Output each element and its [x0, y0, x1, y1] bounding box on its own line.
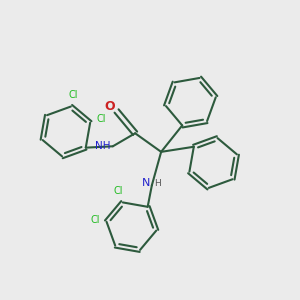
Text: Cl: Cl: [114, 186, 124, 196]
Text: O: O: [105, 100, 115, 113]
Text: N: N: [142, 178, 150, 188]
Text: Cl: Cl: [97, 114, 106, 124]
Text: H: H: [154, 179, 160, 188]
Text: Cl: Cl: [90, 215, 100, 225]
Text: NH: NH: [95, 141, 111, 151]
Text: Cl: Cl: [68, 90, 78, 100]
